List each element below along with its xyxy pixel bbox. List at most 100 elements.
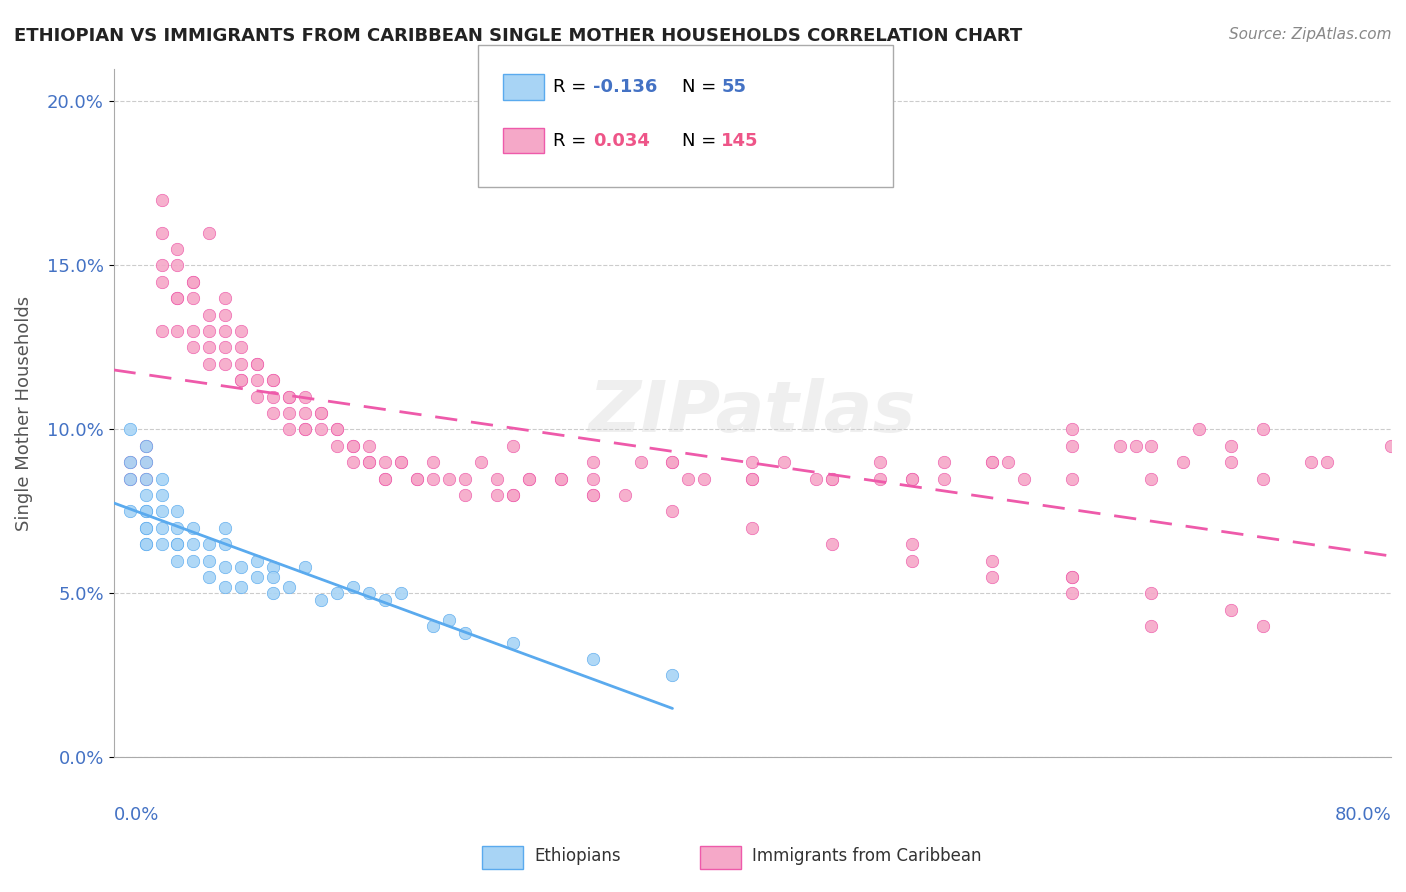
- Point: [135, 439, 157, 453]
- Point: [470, 455, 492, 469]
- Text: 80.0%: 80.0%: [1334, 805, 1391, 823]
- Point: [454, 472, 477, 486]
- Point: [1173, 455, 1195, 469]
- Point: [183, 275, 205, 289]
- Point: [1140, 439, 1163, 453]
- Point: [326, 586, 349, 600]
- Point: [198, 553, 221, 567]
- Point: [150, 226, 173, 240]
- Point: [932, 472, 955, 486]
- Point: [294, 422, 316, 436]
- Text: 145: 145: [721, 132, 759, 150]
- Point: [342, 455, 364, 469]
- Text: R =: R =: [553, 78, 592, 96]
- Point: [135, 521, 157, 535]
- Point: [231, 580, 253, 594]
- Point: [183, 291, 205, 305]
- Point: [582, 488, 605, 502]
- Point: [661, 455, 683, 469]
- Point: [214, 291, 236, 305]
- Point: [135, 488, 157, 502]
- Point: [901, 537, 924, 551]
- Point: [406, 472, 429, 486]
- Point: [135, 455, 157, 469]
- Point: [980, 455, 1002, 469]
- Point: [246, 390, 269, 404]
- Point: [118, 472, 141, 486]
- Point: [150, 521, 173, 535]
- Point: [214, 560, 236, 574]
- Point: [278, 390, 301, 404]
- Point: [741, 472, 763, 486]
- Point: [661, 455, 683, 469]
- Point: [437, 613, 460, 627]
- Text: R =: R =: [553, 132, 592, 150]
- Point: [198, 324, 221, 338]
- Point: [582, 652, 605, 666]
- Point: [1251, 619, 1274, 633]
- Point: [342, 439, 364, 453]
- Point: [183, 521, 205, 535]
- Point: [741, 521, 763, 535]
- Text: N =: N =: [682, 132, 721, 150]
- Point: [422, 455, 444, 469]
- Point: [1060, 439, 1083, 453]
- Point: [135, 455, 157, 469]
- Point: [374, 593, 396, 607]
- Point: [135, 439, 157, 453]
- Text: Source: ZipAtlas.com: Source: ZipAtlas.com: [1229, 27, 1392, 42]
- Point: [342, 580, 364, 594]
- Point: [118, 455, 141, 469]
- Point: [118, 455, 141, 469]
- Point: [869, 472, 891, 486]
- Point: [118, 504, 141, 518]
- Point: [613, 488, 636, 502]
- Point: [309, 422, 332, 436]
- Text: ZIPatlas: ZIPatlas: [589, 378, 915, 448]
- Point: [214, 580, 236, 594]
- Point: [1316, 455, 1339, 469]
- Point: [901, 472, 924, 486]
- Point: [582, 488, 605, 502]
- Point: [214, 357, 236, 371]
- Point: [150, 488, 173, 502]
- Point: [1220, 603, 1243, 617]
- Point: [309, 406, 332, 420]
- Point: [246, 553, 269, 567]
- Point: [773, 455, 796, 469]
- Point: [135, 521, 157, 535]
- Point: [294, 390, 316, 404]
- Point: [198, 340, 221, 354]
- Point: [166, 553, 188, 567]
- Point: [359, 455, 381, 469]
- Point: [326, 439, 349, 453]
- Point: [262, 570, 284, 584]
- Point: [582, 472, 605, 486]
- Point: [214, 324, 236, 338]
- Point: [135, 537, 157, 551]
- Text: 0.034: 0.034: [593, 132, 650, 150]
- Point: [869, 455, 891, 469]
- Point: [214, 308, 236, 322]
- Point: [374, 455, 396, 469]
- Point: [246, 570, 269, 584]
- Point: [485, 472, 508, 486]
- Point: [166, 537, 188, 551]
- Point: [502, 635, 524, 649]
- Point: [1060, 422, 1083, 436]
- Point: [166, 242, 188, 256]
- Point: [1379, 439, 1402, 453]
- Point: [661, 504, 683, 518]
- Point: [389, 455, 412, 469]
- Point: [278, 422, 301, 436]
- Point: [214, 340, 236, 354]
- Point: [278, 406, 301, 420]
- Point: [166, 258, 188, 272]
- Point: [231, 340, 253, 354]
- Point: [198, 226, 221, 240]
- Point: [661, 668, 683, 682]
- Point: [183, 275, 205, 289]
- Point: [1251, 472, 1274, 486]
- Point: [454, 625, 477, 640]
- Point: [183, 553, 205, 567]
